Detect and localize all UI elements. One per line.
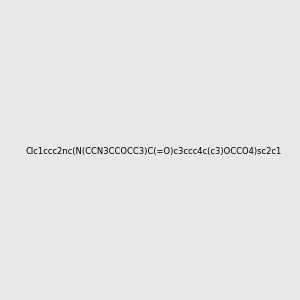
Text: Clc1ccc2nc(N(CCN3CCOCC3)C(=O)c3ccc4c(c3)OCCO4)sc2c1: Clc1ccc2nc(N(CCN3CCOCC3)C(=O)c3ccc4c(c3)… xyxy=(26,147,282,156)
